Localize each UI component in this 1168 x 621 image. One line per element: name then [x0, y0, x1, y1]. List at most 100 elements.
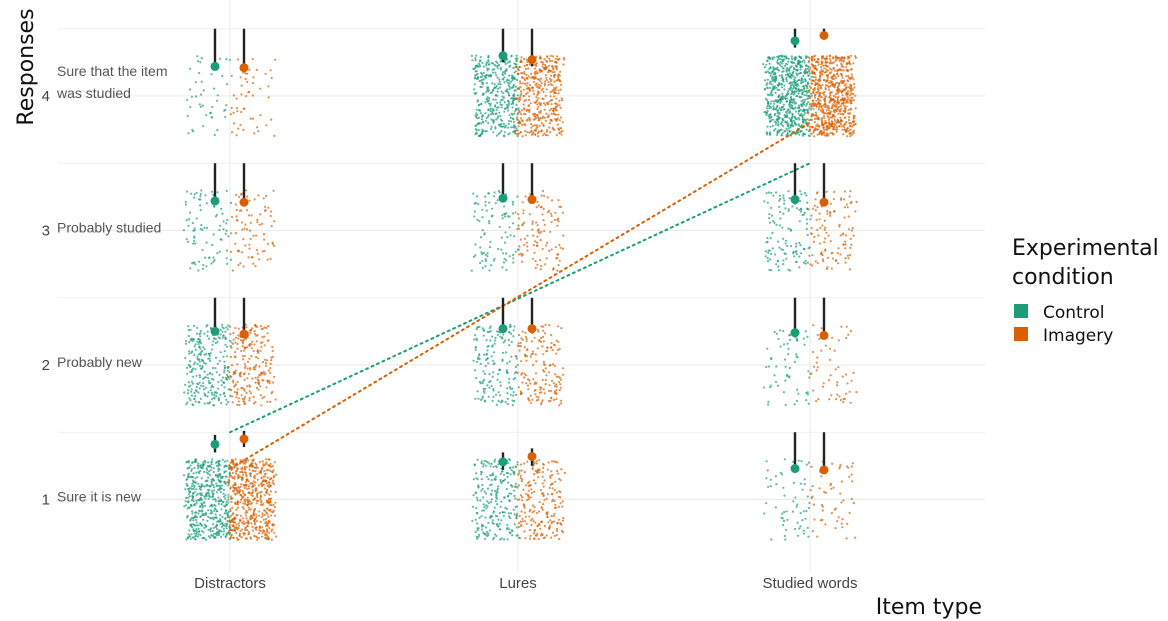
jitter-point	[514, 250, 517, 253]
jitter-point	[245, 483, 248, 486]
jitter-point	[247, 372, 250, 375]
jitter-point	[545, 511, 548, 514]
jitter-point	[514, 505, 517, 508]
jitter-point	[782, 95, 785, 98]
jitter-point	[270, 359, 273, 362]
jitter-point	[791, 82, 794, 85]
jitter-point	[210, 517, 213, 520]
jitter-point	[507, 106, 510, 109]
jitter-point	[549, 483, 552, 486]
jitter-point	[787, 108, 790, 111]
jitter-point	[261, 460, 264, 463]
jitter-point	[190, 390, 193, 393]
jitter-point	[475, 360, 478, 363]
jitter-point	[845, 336, 848, 340]
jitter-point	[824, 523, 827, 526]
jitter-point	[554, 480, 557, 483]
jitter-point	[487, 345, 490, 348]
jitter-point	[829, 374, 832, 377]
jitter-point	[787, 89, 790, 93]
jitter-point	[502, 122, 505, 125]
jitter-point	[508, 86, 511, 89]
jitter-point	[783, 510, 786, 514]
jitter-point	[809, 372, 812, 375]
jitter-point	[191, 382, 194, 385]
jitter-point	[548, 524, 552, 527]
jitter-point	[200, 224, 203, 227]
jitter-point	[474, 66, 477, 69]
jitter-point	[531, 398, 534, 401]
jitter-point	[210, 348, 213, 351]
jitter-point	[225, 373, 229, 376]
jitter-point	[269, 69, 272, 72]
jitter-point	[475, 472, 478, 475]
jitter-point	[206, 330, 209, 333]
jitter-point	[514, 70, 518, 73]
jitter-point	[188, 466, 191, 469]
jitter-point	[270, 225, 273, 228]
jitter-point	[478, 64, 481, 67]
jitter-point	[830, 511, 834, 515]
jitter-point	[219, 351, 222, 354]
jitter-point	[199, 195, 202, 198]
jitter-point	[524, 129, 527, 133]
jitter-point	[246, 360, 250, 363]
jitter-point	[506, 392, 509, 395]
jitter-point	[516, 498, 519, 501]
jitter-point	[799, 511, 802, 515]
jitter-point	[501, 217, 504, 220]
jitter-point	[827, 65, 830, 68]
jitter-point	[512, 489, 516, 492]
jitter-point	[501, 336, 504, 339]
jitter-point	[248, 384, 251, 387]
jitter-point	[812, 389, 815, 392]
jitter-point	[489, 113, 492, 116]
jitter-point	[532, 520, 535, 523]
jitter-point	[849, 190, 852, 193]
jitter-point	[805, 227, 808, 231]
jitter-point	[485, 352, 488, 355]
jitter-point	[557, 78, 560, 81]
jitter-point	[248, 199, 251, 202]
jitter-point	[193, 239, 196, 242]
jitter-point	[519, 238, 522, 241]
jitter-point	[214, 504, 217, 507]
jitter-point	[557, 505, 561, 508]
jitter-point	[219, 514, 222, 517]
jitter-point	[766, 125, 769, 128]
jitter-point	[255, 513, 258, 516]
jitter-point	[828, 398, 831, 401]
jitter-point	[560, 402, 563, 405]
jitter-point	[766, 237, 769, 240]
jitter-point	[497, 391, 500, 394]
jitter-point	[219, 333, 222, 336]
jitter-point	[800, 65, 803, 69]
jitter-point	[558, 376, 562, 379]
jitter-point	[551, 482, 554, 485]
jitter-point	[189, 106, 192, 109]
jitter-point	[535, 206, 538, 209]
jitter-point	[525, 87, 528, 90]
jitter-point	[512, 335, 515, 338]
jitter-point	[541, 213, 544, 216]
jitter-point	[477, 484, 480, 487]
jitter-point	[785, 100, 788, 103]
jitter-point	[477, 76, 480, 79]
jitter-point	[552, 127, 555, 130]
jitter-point	[214, 498, 217, 501]
jitter-point	[481, 509, 484, 512]
jitter-point	[801, 60, 804, 63]
jitter-point	[271, 345, 274, 349]
jitter-point	[237, 400, 240, 403]
jitter-point	[794, 110, 798, 113]
jitter-point	[852, 78, 855, 81]
jitter-point	[766, 78, 769, 81]
jitter-point	[806, 335, 809, 338]
jitter-point	[235, 215, 238, 218]
jitter-point	[237, 127, 240, 130]
jitter-point	[510, 80, 513, 83]
jitter-point	[489, 109, 492, 112]
jitter-point	[802, 59, 805, 62]
jitter-point	[255, 355, 258, 359]
jitter-point	[844, 373, 848, 376]
